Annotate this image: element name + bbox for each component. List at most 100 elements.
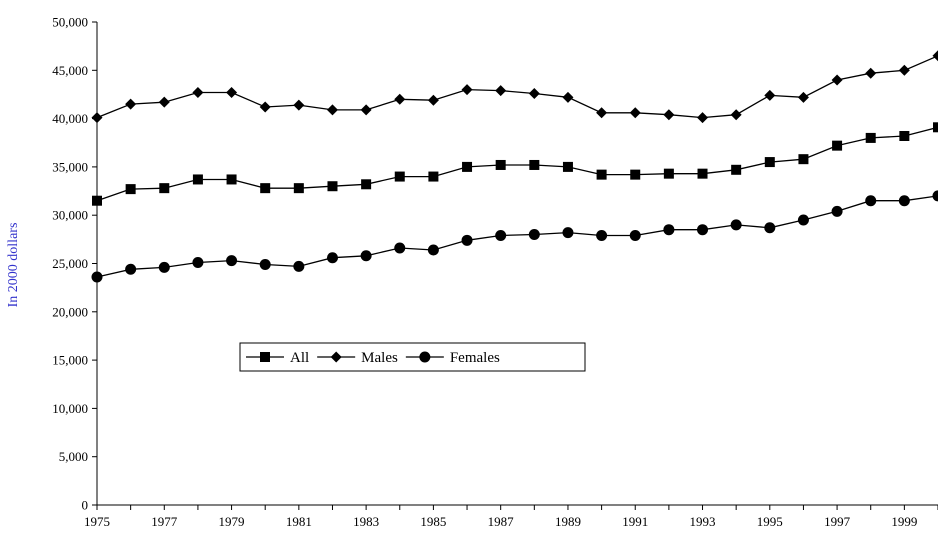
x-tick-label: 1985 xyxy=(420,514,446,529)
data-point-females xyxy=(326,252,338,264)
data-point-all xyxy=(529,159,540,170)
data-point-males xyxy=(226,87,238,99)
data-point-males xyxy=(91,112,103,124)
legend-marker-females xyxy=(419,351,431,363)
series-line-all xyxy=(96,126,938,202)
y-tick-label: 35,000 xyxy=(52,159,88,174)
data-point-males xyxy=(764,89,776,101)
y-tick-label: 5,000 xyxy=(59,449,88,464)
x-tick-label: 1983 xyxy=(353,514,379,529)
data-point-males xyxy=(528,87,540,99)
data-point-all xyxy=(192,174,203,185)
x-tick-label: 1997 xyxy=(824,514,851,529)
series-males xyxy=(91,50,938,124)
y-tick-label: 20,000 xyxy=(52,304,88,319)
x-tick-label: 1991 xyxy=(622,514,648,529)
y-tick-label: 45,000 xyxy=(52,63,88,78)
data-point-females xyxy=(831,205,843,217)
series-layer xyxy=(91,50,938,283)
data-point-all xyxy=(596,169,607,180)
data-point-males xyxy=(158,96,170,108)
y-tick-label: 10,000 xyxy=(52,401,88,416)
data-point-females xyxy=(360,250,372,262)
data-point-females xyxy=(461,234,473,246)
data-point-males xyxy=(797,91,809,103)
data-point-females xyxy=(697,224,709,236)
x-tick-label: 1975 xyxy=(84,514,110,529)
data-point-males xyxy=(326,104,338,116)
series-line-males xyxy=(96,55,938,119)
data-point-all xyxy=(125,184,136,195)
data-point-females xyxy=(562,227,574,239)
data-point-all xyxy=(764,157,775,168)
x-tick-label: 1993 xyxy=(690,514,716,529)
data-point-all xyxy=(226,174,237,185)
data-point-females xyxy=(259,258,271,270)
data-point-all xyxy=(663,168,674,179)
series-line-females xyxy=(96,195,938,278)
legend-label-females: Females xyxy=(450,350,500,366)
data-point-males xyxy=(293,99,305,111)
data-point-all xyxy=(697,168,708,179)
legend-marker-males xyxy=(330,351,342,363)
y-tick-label: 40,000 xyxy=(52,111,88,126)
data-point-males xyxy=(394,93,406,105)
data-point-all xyxy=(260,183,271,194)
data-point-males xyxy=(192,87,204,99)
data-point-all xyxy=(394,171,405,182)
data-point-females xyxy=(427,244,439,256)
data-point-all xyxy=(495,159,506,170)
data-point-females xyxy=(394,242,406,254)
x-tick-label: 1999 xyxy=(891,514,917,529)
y-tick-label: 15,000 xyxy=(52,353,88,368)
data-point-all xyxy=(731,164,742,175)
data-point-females xyxy=(158,261,170,273)
data-point-all xyxy=(832,140,843,151)
y-tick-label: 25,000 xyxy=(52,256,88,271)
y-tick-label: 30,000 xyxy=(52,208,88,223)
data-point-females xyxy=(932,190,938,202)
legend-label-all: All xyxy=(290,350,309,366)
data-point-females xyxy=(730,219,742,231)
series-females xyxy=(91,190,938,283)
y-tick-label: 0 xyxy=(82,498,89,513)
data-point-all xyxy=(92,195,102,206)
x-tick-label: 1989 xyxy=(555,514,581,529)
y-axis-label: In 2000 dollars xyxy=(6,223,21,308)
data-point-all xyxy=(865,132,876,143)
chart-axes: 0 5,000 10,000 15,000 20,000 25,000 30,000 35,0… xyxy=(52,15,938,529)
data-point-females xyxy=(495,229,507,241)
data-point-all xyxy=(562,161,573,172)
data-point-males xyxy=(663,109,675,121)
data-point-females xyxy=(663,224,675,236)
data-point-males xyxy=(730,109,742,121)
data-point-males xyxy=(898,64,910,76)
data-point-all xyxy=(159,183,170,194)
x-tick-label: 1977 xyxy=(151,514,178,529)
y-tick-label: 50,000 xyxy=(52,15,88,30)
data-point-females xyxy=(764,222,776,234)
data-point-males xyxy=(495,85,507,97)
data-point-all xyxy=(293,183,304,194)
data-point-females xyxy=(125,263,137,275)
data-point-males xyxy=(932,50,938,62)
data-point-males xyxy=(360,104,372,116)
data-point-males xyxy=(697,112,709,124)
data-point-males xyxy=(629,107,641,119)
x-tick-label: 1995 xyxy=(757,514,783,529)
data-point-females xyxy=(91,271,103,283)
data-point-females xyxy=(293,260,305,272)
data-point-males xyxy=(259,101,271,113)
x-tick-label: 1979 xyxy=(219,514,245,529)
data-point-females xyxy=(226,255,238,267)
data-point-females xyxy=(797,214,809,226)
data-point-females xyxy=(865,195,877,207)
data-point-all xyxy=(899,130,910,141)
x-tick-label: 1981 xyxy=(286,514,312,529)
data-point-males xyxy=(125,98,137,110)
x-tick-label: 1987 xyxy=(488,514,515,529)
data-point-all xyxy=(361,179,372,190)
data-point-males xyxy=(865,67,877,79)
legend-label-males: Males xyxy=(361,350,398,366)
